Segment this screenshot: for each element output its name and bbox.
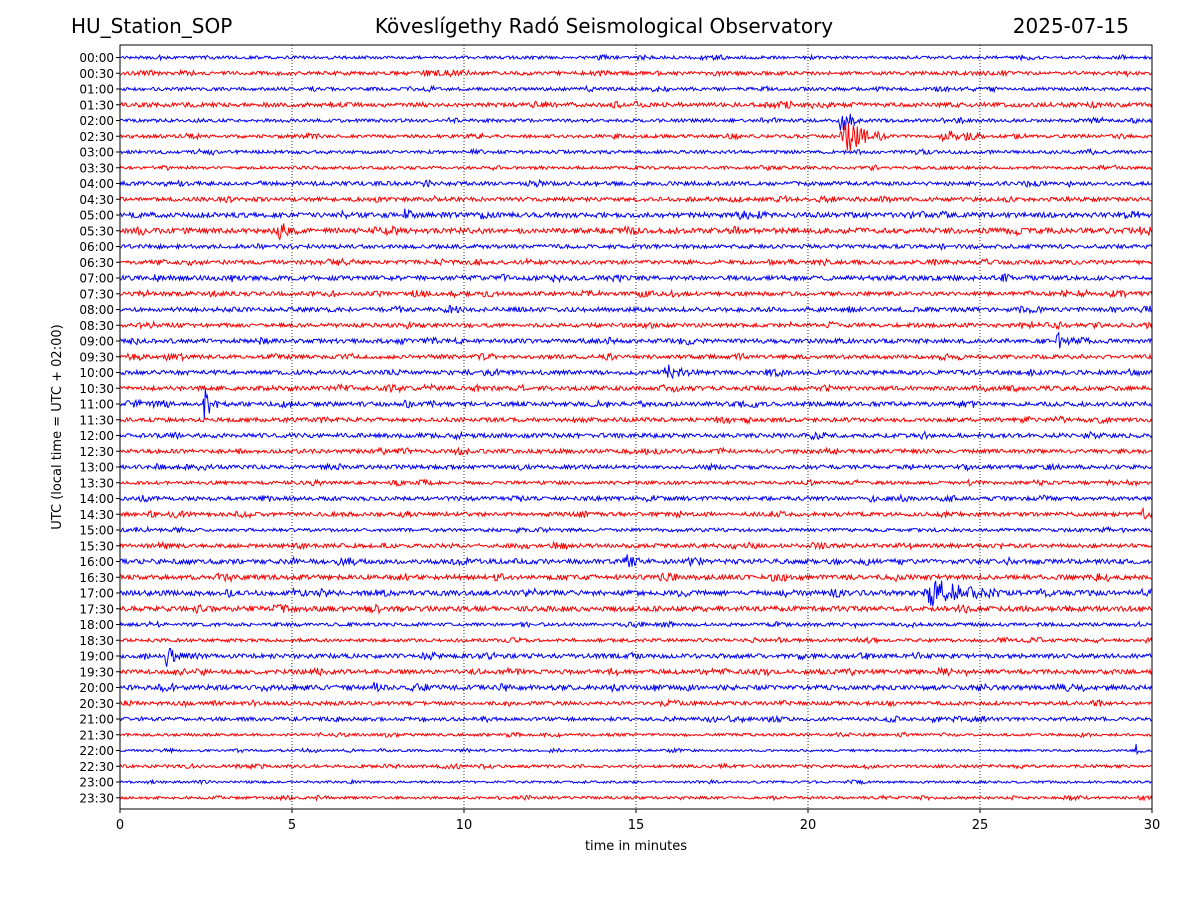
- row-label-1800: 18:00: [79, 618, 114, 632]
- row-label-1730: 17:30: [79, 602, 114, 616]
- row-label-0400: 04:00: [79, 177, 114, 191]
- x-axis-ticks: 0 5 10 15 20 25 30: [116, 809, 1160, 833]
- trace-0700: [119, 273, 1153, 284]
- row-label-0500: 05:00: [79, 209, 114, 223]
- row-label-0530: 05:30: [79, 224, 114, 238]
- trace-1700: [119, 580, 1153, 607]
- row-label-1200: 12:00: [79, 429, 114, 443]
- row-label-1100: 11:00: [79, 398, 114, 412]
- row-label-2100: 21:00: [79, 713, 114, 727]
- row-label-0900: 09:00: [79, 335, 114, 349]
- row-label-2230: 22:30: [79, 760, 114, 774]
- row-label-1430: 14:30: [79, 508, 114, 522]
- row-label-0000: 00:00: [79, 51, 114, 65]
- row-label-2130: 21:30: [79, 728, 114, 742]
- trace-2000: [119, 681, 1153, 694]
- row-label-1530: 15:30: [79, 539, 114, 553]
- row-label-2330: 23:30: [79, 791, 114, 805]
- row-label-2200: 22:00: [79, 744, 114, 758]
- row-label-0600: 06:00: [79, 240, 114, 254]
- trace-1500: [119, 525, 1153, 535]
- trace-0900: [119, 331, 1153, 349]
- row-label-1600: 16:00: [79, 555, 114, 569]
- seismic-traces: [119, 53, 1153, 802]
- trace-1030: [119, 382, 1153, 394]
- trace-0630: [119, 257, 1153, 267]
- row-label-1030: 10:30: [79, 382, 114, 396]
- row-label-0630: 06:30: [79, 256, 114, 270]
- chart-title: Köveslígethy Radó Seismological Observat…: [374, 14, 834, 38]
- row-label-2300: 23:00: [79, 776, 114, 790]
- row-label-1400: 14:00: [79, 492, 114, 506]
- row-label-0700: 07:00: [79, 272, 114, 286]
- row-label-1930: 19:30: [79, 665, 114, 679]
- x-axis-label: time in minutes: [585, 839, 687, 854]
- trace-1830: [119, 635, 1153, 645]
- x-tick-label: 0: [116, 818, 124, 833]
- trace-0200: [119, 113, 1153, 131]
- row-label-1000: 10:00: [79, 366, 114, 380]
- vertical-gridlines: [291, 45, 981, 809]
- trace-1730: [119, 603, 1153, 615]
- x-tick-label: 20: [800, 818, 817, 833]
- trace-1430: [119, 506, 1153, 520]
- row-label-0430: 04:30: [79, 193, 114, 207]
- trace-2330: [119, 793, 1153, 802]
- trace-0730: [119, 288, 1153, 299]
- row-label-0330: 03:30: [79, 161, 114, 175]
- x-tick-label: 25: [972, 818, 989, 833]
- row-label-1230: 12:30: [79, 445, 114, 459]
- trace-1330: [119, 478, 1153, 488]
- y-axis-label: UTC (local time = UTC + 02:00): [50, 324, 65, 529]
- row-label-1900: 19:00: [79, 650, 114, 664]
- trace-2200: [119, 743, 1153, 756]
- row-label-1330: 13:30: [79, 476, 114, 490]
- trace-1300: [119, 462, 1153, 472]
- row-label-0730: 07:30: [79, 287, 114, 301]
- row-label-0200: 02:00: [79, 114, 114, 128]
- row-label-0100: 01:00: [79, 83, 114, 97]
- trace-0230: [119, 123, 1153, 151]
- trace-2130: [119, 731, 1153, 739]
- trace-1630: [119, 572, 1153, 584]
- row-label-0930: 09:30: [79, 350, 114, 364]
- trace-1530: [119, 540, 1153, 551]
- row-label-0800: 08:00: [79, 303, 114, 317]
- row-label-1300: 13:00: [79, 461, 114, 475]
- trace-2100: [119, 714, 1153, 724]
- row-label-0300: 03:00: [79, 146, 114, 160]
- row-label-0230: 02:30: [79, 130, 114, 144]
- x-tick-label: 10: [456, 818, 473, 833]
- row-label-0030: 00:30: [79, 67, 114, 81]
- date-label: 2025-07-15: [1012, 14, 1129, 38]
- trace-0930: [119, 352, 1153, 363]
- station-label: HU_Station_SOP: [71, 14, 233, 38]
- x-tick-label: 30: [1144, 818, 1161, 833]
- trace-0430: [119, 194, 1153, 204]
- trace-1600: [119, 554, 1153, 568]
- row-label-1830: 18:30: [79, 634, 114, 648]
- row-label-0130: 01:30: [79, 98, 114, 112]
- trace-2300: [119, 778, 1153, 786]
- x-tick-label: 5: [288, 818, 296, 833]
- row-label-1500: 15:00: [79, 524, 114, 538]
- row-label-0830: 08:30: [79, 319, 114, 333]
- row-label-1130: 11:30: [79, 413, 114, 427]
- row-label-1700: 17:00: [79, 587, 114, 601]
- x-tick-label: 15: [628, 818, 645, 833]
- row-label-2030: 20:30: [79, 697, 114, 711]
- row-label-1630: 16:30: [79, 571, 114, 585]
- row-label-2000: 20:00: [79, 681, 114, 695]
